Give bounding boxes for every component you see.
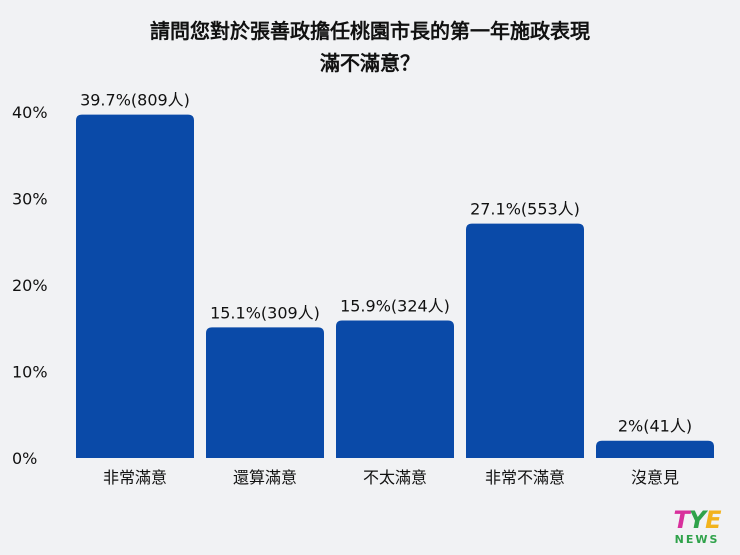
x-category-label: 非常滿意: [103, 468, 167, 487]
bar-5: [596, 440, 714, 458]
y-tick-label: 40%: [12, 103, 48, 122]
data-label: 15.9%(324人): [340, 296, 450, 315]
y-tick-label: 20%: [12, 276, 48, 295]
x-axis: 非常滿意 還算滿意 不太滿意 非常不滿意 沒意見: [103, 468, 679, 487]
data-label: 39.7%(809人): [80, 91, 190, 110]
bars: [76, 114, 714, 458]
data-label: 2%(41人): [618, 417, 692, 436]
tye-news-logo: TYE NEWS: [666, 507, 728, 549]
data-label: 15.1%(309人): [210, 303, 320, 322]
logo-letter-e: E: [705, 506, 721, 534]
logo-letter-y: Y: [688, 506, 706, 534]
y-tick-label: 0%: [12, 449, 37, 468]
bar-4: [466, 223, 584, 458]
bar-1: [76, 114, 194, 458]
logo-letter-t: T: [673, 506, 689, 534]
y-axis: 0% 10% 20% 30% 40%: [12, 103, 48, 468]
bar-3: [336, 320, 454, 458]
bar-2: [206, 327, 324, 458]
x-category-label: 不太滿意: [363, 468, 427, 487]
data-label: 27.1%(553人): [470, 200, 580, 219]
x-category-label: 沒意見: [631, 468, 679, 487]
x-category-label: 非常不滿意: [485, 468, 565, 487]
chart-title-line-1: 請問您對於張善政擔任桃園市長的第一年施政表現: [150, 19, 590, 43]
y-tick-label: 10%: [12, 363, 48, 382]
logo-news-text: NEWS: [674, 533, 720, 546]
data-labels: 39.7%(809人) 15.1%(309人) 15.9%(324人) 27.1%(5…: [80, 91, 692, 436]
y-tick-label: 30%: [12, 190, 48, 209]
x-category-label: 還算滿意: [233, 468, 297, 487]
chart-title-line-2: 滿不滿意？: [320, 51, 420, 75]
